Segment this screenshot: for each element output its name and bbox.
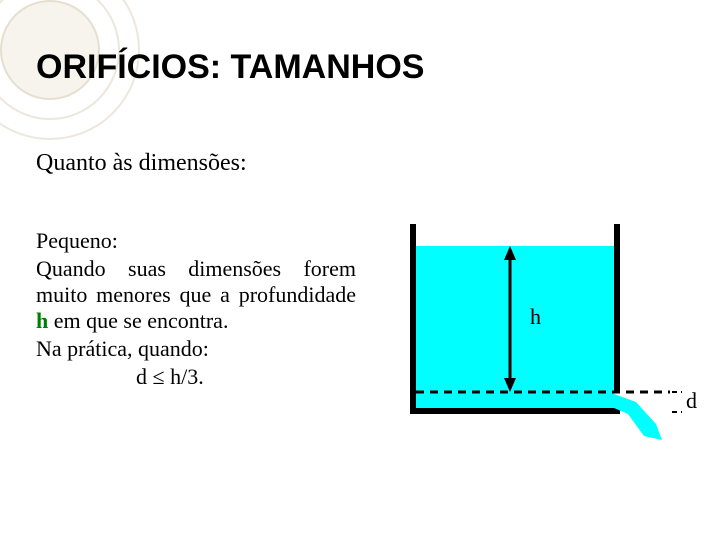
h-variable: h bbox=[36, 308, 48, 333]
body-label: Pequeno: bbox=[36, 228, 118, 253]
page-title: ORIFÍCIOS: TAMANHOS bbox=[36, 48, 424, 87]
formula-pre: d bbox=[136, 364, 153, 389]
water-jet bbox=[614, 394, 662, 440]
subtitle: Quanto às dimensões: bbox=[36, 150, 247, 177]
water-fill bbox=[416, 246, 614, 408]
d-bracket bbox=[672, 392, 682, 412]
body-para: Quando suas dimensões forem muito menore… bbox=[36, 256, 356, 307]
body-text: Pequeno: Quando suas dimensões forem mui… bbox=[36, 226, 356, 392]
label-h: h bbox=[530, 304, 541, 329]
formula-post: h/3. bbox=[165, 364, 204, 389]
formula-op: ≤ bbox=[153, 364, 165, 389]
practice-line: Na prática, quando: bbox=[36, 336, 356, 362]
label-d: d bbox=[686, 388, 697, 413]
tank-diagram: h d bbox=[400, 214, 710, 474]
body-para2: em que se encontra. bbox=[48, 308, 228, 333]
